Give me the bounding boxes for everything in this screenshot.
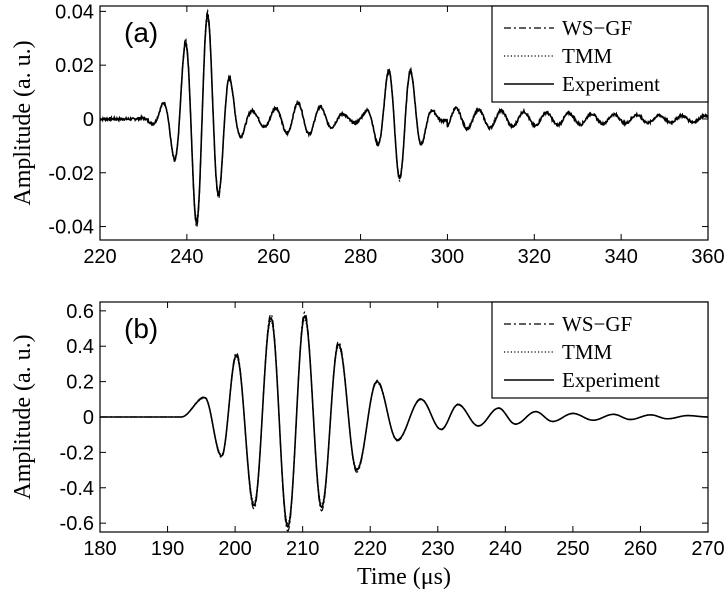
x-tick-label: 300 (431, 246, 464, 268)
y-tick-label: -0.02 (48, 163, 94, 185)
panel-label: (b) (124, 313, 158, 344)
legend-box (491, 5, 709, 103)
legend: WS−GF TMM Experiment (491, 5, 709, 103)
y-tick-label: 0.2 (66, 372, 94, 394)
y-tick-label: 0 (83, 407, 94, 429)
y-tick-label: -0.4 (60, 478, 94, 500)
y-tick-label: 0.04 (55, 1, 94, 23)
x-tick-label: 200 (218, 538, 251, 560)
y-tick-label: -0.2 (60, 442, 94, 464)
y-tick-label: -0.6 (60, 513, 94, 535)
y-tick-label: 0 (83, 109, 94, 131)
axes-frame (99, 5, 709, 241)
x-tick-label: 270 (691, 538, 724, 560)
x-axis-title: Time (μs) (357, 564, 451, 590)
x-tick-label: 210 (286, 538, 319, 560)
legend-label: Experiment (562, 72, 660, 96)
x-tick-label: 340 (604, 246, 637, 268)
legend-label: WS−GF (562, 16, 632, 40)
legend: WS−GF TMM Experiment (491, 301, 709, 399)
x-tick-label: 360 (691, 246, 724, 268)
x-tick-label: 230 (421, 538, 454, 560)
x-tick-label: 260 (257, 246, 290, 268)
series-line-solid (99, 11, 709, 225)
x-tick-label: 240 (489, 538, 522, 560)
panel-label: (a) (124, 17, 158, 48)
x-tick-label: 220 (354, 538, 387, 560)
legend-label: Experiment (562, 368, 660, 392)
x-tick-label: 260 (624, 538, 657, 560)
panel-b: 180 190 200 210 220 230 240 250 260 270 -0.6 -0.4 -0… (10, 301, 725, 590)
x-tick-label: 240 (170, 246, 203, 268)
series-line-solid (100, 314, 708, 528)
x-tick-label: 190 (151, 538, 184, 560)
panel-a: 220 240 260 280 300 320 340 360 -0.04 -0.02 0 0.02 0… (10, 1, 725, 268)
legend-label: TMM (562, 340, 613, 364)
y-tick-label: 0.6 (66, 301, 94, 323)
legend-label: TMM (562, 44, 613, 68)
x-tick-label: 320 (518, 246, 551, 268)
y-axis-title: Amplitude (a. u.) (10, 334, 36, 499)
y-tick-label: 0.02 (55, 55, 94, 77)
y-tick-label: 0.4 (66, 336, 94, 358)
x-tick-label: 220 (83, 246, 116, 268)
x-tick-label: 250 (556, 538, 589, 560)
y-axis-title: Amplitude (a. u.) (10, 40, 36, 205)
x-tick-label: 180 (83, 538, 116, 560)
y-tick-label: -0.04 (48, 217, 94, 239)
x-tick-label: 280 (344, 246, 377, 268)
legend-label: WS−GF (562, 312, 632, 336)
legend-box (491, 301, 709, 399)
